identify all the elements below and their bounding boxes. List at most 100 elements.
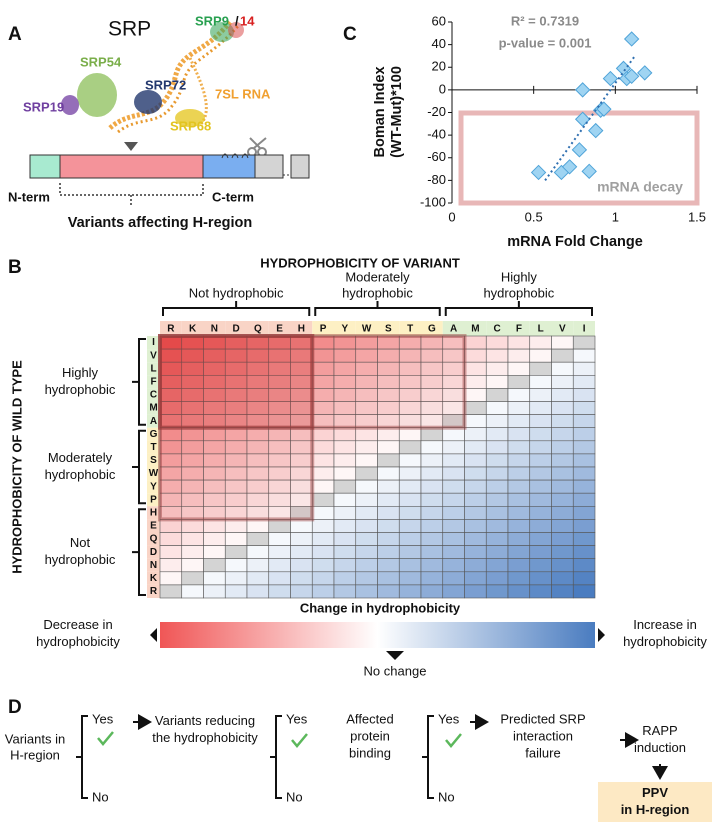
heatmap-cell — [507, 519, 531, 533]
heatmap-cell — [529, 348, 552, 363]
heatmap-cell — [398, 505, 422, 520]
heatmap-cell — [572, 401, 596, 415]
heatmap-cell — [246, 584, 270, 599]
heatmap-cell — [355, 571, 378, 586]
heatmap-cell — [398, 492, 422, 507]
row-header-cell — [147, 545, 160, 559]
heatmap-cell — [551, 505, 574, 520]
row-label: G — [150, 429, 158, 440]
heatmap-cell — [311, 532, 335, 546]
group-label: Not hydrophobic — [189, 285, 284, 300]
heatmap-cell — [355, 479, 378, 494]
heatmap-cell — [442, 545, 465, 559]
column-label: L — [538, 324, 544, 335]
x-tick-label: 0.5 — [525, 209, 543, 224]
heatmap-cell — [572, 335, 596, 350]
heatmap-cell — [355, 466, 378, 481]
heatmap-cell — [485, 571, 509, 586]
column-label: G — [428, 324, 436, 335]
heatmap-cell — [572, 505, 596, 520]
heatmap-cell — [333, 584, 357, 599]
row-header-cell — [147, 401, 160, 415]
heatmap-cell — [268, 545, 291, 559]
heatmap-cell — [377, 492, 400, 507]
column-label: D — [233, 324, 240, 335]
column-header-cell — [225, 321, 247, 336]
heatmap-cell — [507, 401, 531, 415]
row-header-cell — [147, 480, 160, 494]
column-header-cell — [203, 321, 226, 336]
heatmap-cell — [442, 479, 465, 494]
flow-shapes — [133, 714, 668, 780]
heatmap-cell — [159, 558, 183, 573]
heatmap-cell — [442, 505, 465, 520]
heatmap-cell — [355, 505, 378, 520]
heatmap-cell — [485, 440, 509, 455]
final-box — [598, 782, 712, 822]
scissors-icon — [247, 137, 267, 157]
heatmap-cell — [551, 374, 574, 389]
column-label: I — [583, 324, 586, 335]
column-label: F — [516, 324, 522, 335]
flow-no: No — [438, 789, 455, 804]
row-header-cell — [147, 440, 160, 454]
flow-no: No — [286, 789, 303, 804]
heatmap-cell — [464, 466, 487, 481]
heatmap-cell — [398, 466, 422, 481]
row-label: D — [150, 547, 157, 558]
row-header-cell — [147, 375, 160, 389]
heatmap-cell — [355, 558, 378, 573]
row-header-cell — [147, 427, 160, 441]
heatmap-cell — [311, 453, 335, 468]
row-label: Y — [150, 481, 157, 492]
annotation: p-value = 0.001 — [499, 35, 592, 50]
heatmap-cell — [529, 414, 552, 429]
heatmap-cell — [420, 545, 444, 559]
highlight-box — [158, 334, 315, 430]
heatmap-cell — [464, 519, 487, 533]
heatmap-cell — [485, 584, 509, 599]
heatmap-cell — [311, 545, 335, 559]
heatmap-cell — [529, 492, 552, 507]
heatmap-cell — [551, 545, 574, 559]
row-label: P — [150, 494, 157, 505]
flow-text: Predicted SRP — [500, 711, 585, 726]
flow-text: Variants reducing — [155, 713, 255, 728]
column-header-cell — [486, 321, 508, 336]
heatmap-cell — [464, 532, 487, 546]
flow-text: Affected — [346, 711, 393, 726]
flow-text: RAPP — [642, 723, 677, 738]
heatmap-cell — [464, 388, 487, 402]
colorbar-arrow — [598, 628, 605, 642]
column-label: S — [385, 324, 392, 335]
y-tick-label: -80 — [427, 172, 446, 187]
heatmap-cell — [377, 505, 400, 520]
flow-bracket — [270, 715, 282, 799]
data-point — [574, 82, 591, 98]
heatmap-cell — [333, 558, 357, 573]
column-label: T — [407, 324, 413, 335]
heatmap-cell — [572, 361, 596, 376]
heatmap-cell — [507, 492, 531, 507]
heatmap-cell — [311, 492, 335, 507]
heatmap-cell — [485, 558, 509, 573]
heatmap-cell — [485, 519, 509, 533]
heatmap-cell — [290, 545, 313, 559]
heatmap-cell — [529, 479, 552, 494]
heatmap-cell — [377, 571, 400, 586]
heatmap-cell — [551, 348, 574, 363]
column-label: N — [211, 324, 218, 335]
heatmap-cell — [572, 571, 596, 586]
heatmap-cell — [420, 532, 444, 546]
heatmap-cell — [442, 440, 465, 455]
flow-yes: Yes — [438, 711, 460, 726]
row-label: C — [150, 390, 157, 401]
flow-text: interaction — [513, 728, 573, 743]
slash: / — [235, 13, 239, 28]
flow-text: binding — [349, 745, 391, 760]
flow-text: the hydrophobicity — [152, 730, 258, 745]
column-label: A — [450, 324, 457, 335]
row-label: A — [150, 416, 157, 427]
heatmap-cell — [507, 388, 531, 402]
column-header-cell — [399, 321, 421, 336]
